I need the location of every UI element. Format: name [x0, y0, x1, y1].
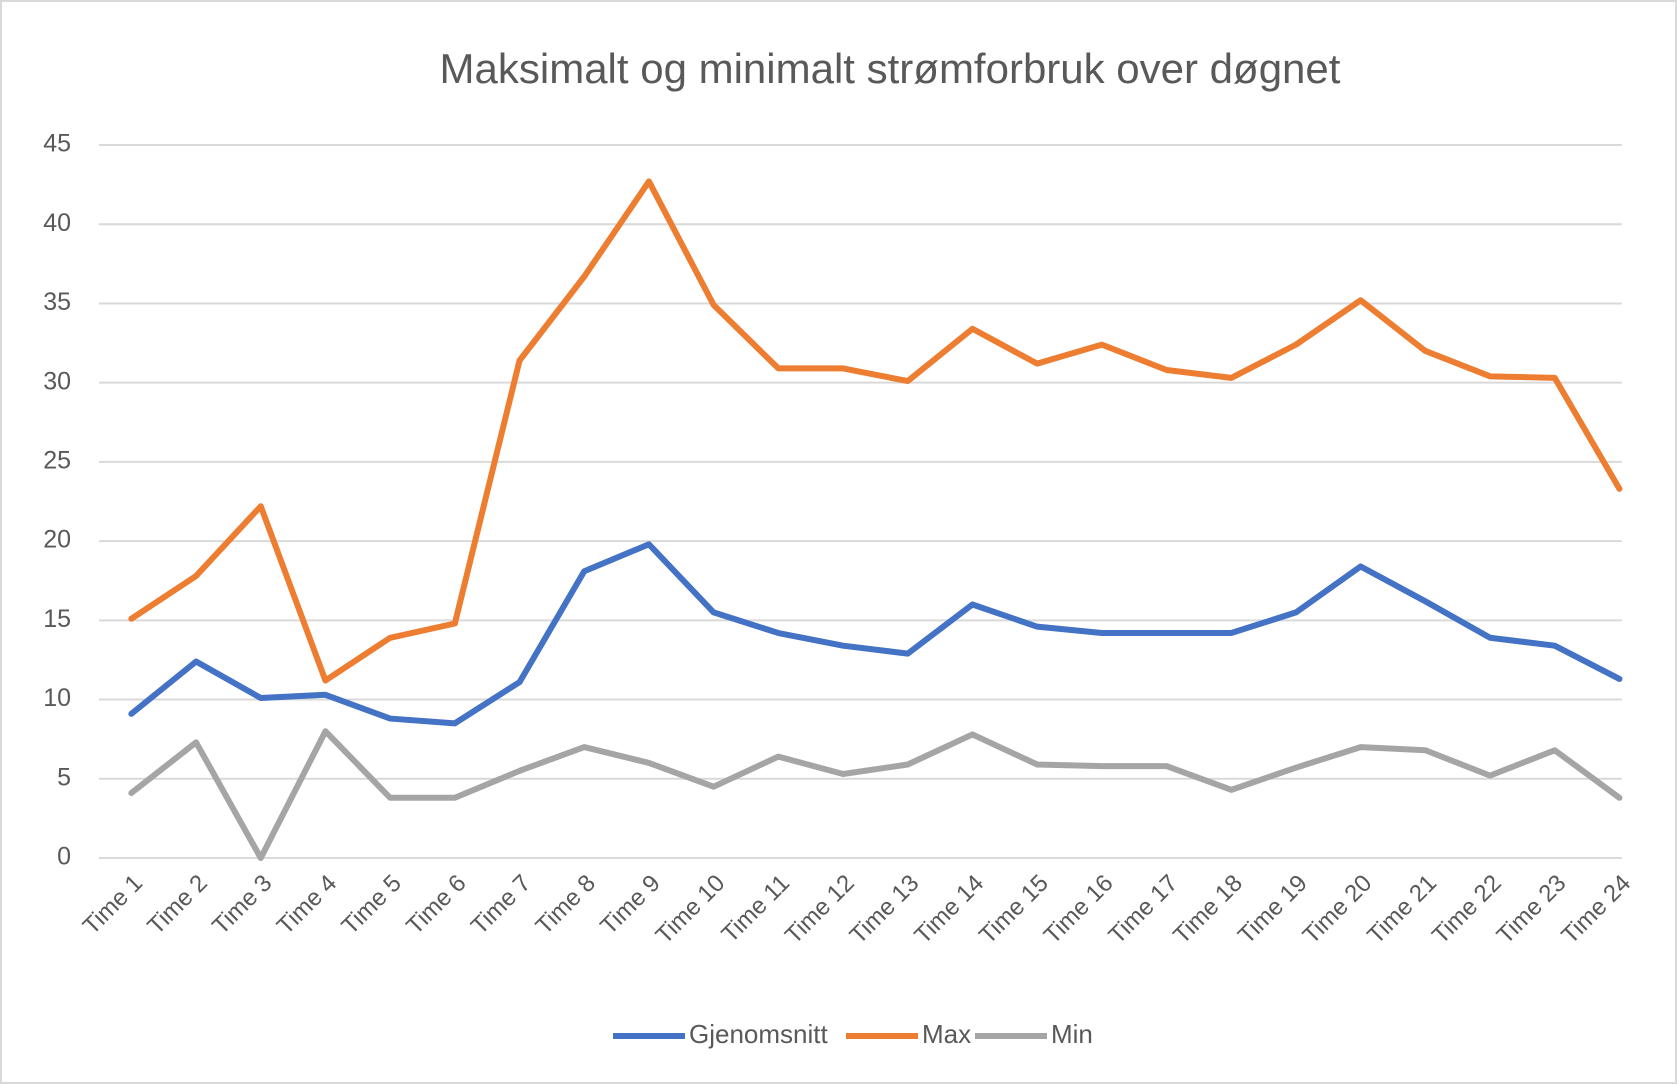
y-tick-label: 40	[43, 209, 71, 237]
chart-title: Maksimalt og minimalt strømforbruk over …	[440, 45, 1341, 92]
y-tick-label: 10	[43, 684, 71, 712]
legend-label: Max	[922, 1019, 971, 1049]
legend-label: Gjenomsnitt	[689, 1019, 828, 1049]
y-tick-label: 15	[43, 605, 71, 633]
y-tick-label: 25	[43, 446, 71, 474]
y-tick-label: 45	[43, 130, 71, 158]
y-tick-label: 35	[43, 288, 71, 316]
series-line	[128, 541, 1623, 727]
y-tick-label: 5	[57, 763, 71, 791]
legend-label: Min	[1051, 1019, 1093, 1049]
y-tick-label: 30	[43, 367, 71, 395]
y-tick-label: 20	[43, 526, 71, 554]
series-line	[128, 178, 1623, 684]
y-tick-label: 0	[57, 843, 71, 871]
series-line	[128, 728, 1623, 861]
